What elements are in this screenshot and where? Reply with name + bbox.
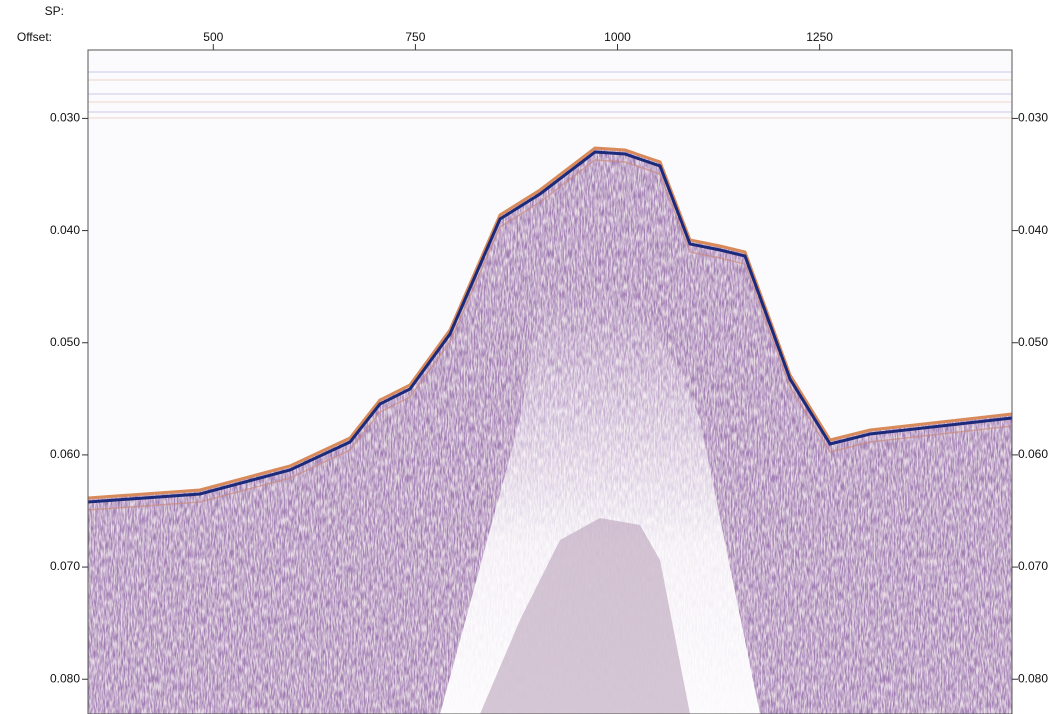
y-tick-label-right: 0.060 (1018, 447, 1048, 461)
x-tick-label: 500 (203, 30, 223, 44)
x-tick-label: 1250 (806, 30, 833, 44)
y-tick-label-right: 0.080 (1018, 671, 1048, 685)
chart: SP: Offset: 500 750 1000 1250 0.030 0.030 0.04… (0, 0, 1060, 714)
y-tick-label-right: 0.040 (1018, 223, 1048, 237)
y-tick-label-right: 0.030 (1018, 111, 1048, 125)
y-tick-label-left: 0.070 (50, 559, 80, 573)
y-tick-label-left: 0.080 (50, 671, 80, 685)
y-tick-label-left: 0.060 (50, 447, 80, 461)
y-tick-label-right: 0.070 (1018, 559, 1048, 573)
sp-label: SP: (45, 4, 64, 18)
page: SP: Offset: 500 750 1000 1250 0.030 0.030 0.04… (0, 0, 1060, 714)
y-tick-label-left: 0.050 (50, 335, 80, 349)
seismic-image (88, 50, 1012, 714)
y-tick-label-right: 0.050 (1018, 335, 1048, 349)
y-tick-label-left: 0.030 (50, 111, 80, 125)
x-axis-label: Offset: (17, 30, 52, 44)
x-tick-label: 750 (405, 30, 425, 44)
x-tick-label: 1000 (604, 30, 631, 44)
y-tick-label-left: 0.040 (50, 223, 80, 237)
